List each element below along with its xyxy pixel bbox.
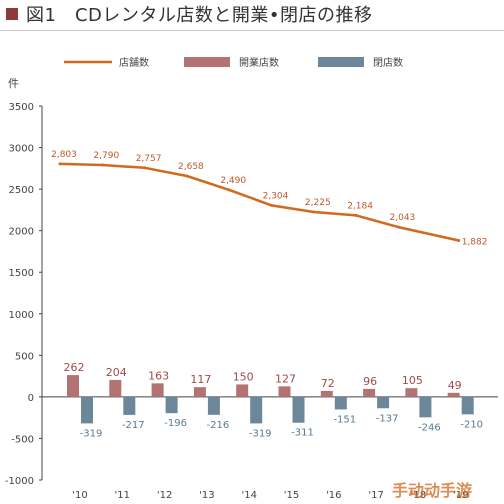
x-tick-label: '19 [453, 490, 468, 501]
opening-bar [278, 386, 291, 397]
opening-bar [236, 384, 249, 397]
opening-bar [363, 388, 376, 397]
opening-bar [320, 390, 333, 397]
data-labels: 2,803 2,790 2,757 2,658 2,490 2,304 2,225 2,184… [51, 150, 487, 439]
legend-openings-label: 開業店数 [239, 56, 279, 69]
closing-data-label: -246 [418, 422, 441, 433]
store-count-data-label: 2,304 [263, 191, 289, 201]
closing-data-label: -319 [249, 428, 272, 439]
store-count-data-label: 2,490 [220, 176, 246, 186]
legend-closings-swatch [318, 57, 364, 67]
opening-data-label: 262 [64, 361, 85, 374]
legend: 店舗数 開業店数 閉店数 [64, 56, 403, 69]
store-count-line-path [59, 162, 459, 242]
y-tick-label: -1000 [5, 476, 34, 487]
opening-data-label: 105 [402, 374, 423, 387]
store-count-data-label: 1,882 [462, 237, 488, 247]
opening-bar [151, 383, 164, 397]
y-tick-label: 3000 [9, 144, 34, 155]
bars [67, 375, 474, 424]
axes: -1000 -500 0 500 1000 1500 2000 2500 3000 3500 '10… [5, 102, 498, 501]
opening-data-label: 96 [363, 375, 377, 388]
opening-data-label: 72 [321, 377, 335, 390]
y-tick-label: 2000 [9, 227, 34, 238]
opening-bar [109, 379, 122, 397]
legend-closings-label: 閉店数 [373, 56, 403, 69]
opening-data-label: 163 [148, 369, 169, 382]
closing-bar [165, 396, 178, 414]
closing-bar [292, 396, 305, 423]
closing-bar [334, 396, 347, 410]
closing-bar [81, 396, 93, 424]
closing-data-label: -151 [333, 414, 356, 425]
store-count-data-label: 2,658 [178, 162, 204, 172]
opening-bar [405, 388, 418, 397]
opening-data-label: 127 [275, 372, 296, 385]
store-count-point [270, 203, 273, 207]
closing-bar [250, 396, 263, 424]
closing-data-label: -217 [122, 420, 145, 431]
store-count-data-label: 2,790 [93, 151, 119, 161]
closing-data-label: -137 [376, 413, 399, 424]
closing-data-label: -196 [164, 418, 187, 429]
store-count-data-label: 2,757 [136, 154, 162, 164]
opening-data-label: 49 [448, 379, 462, 392]
store-count-point [354, 213, 358, 217]
y-tick-label: 1500 [9, 268, 34, 279]
opening-bar [67, 375, 79, 397]
opening-data-label: 204 [106, 366, 127, 379]
x-tick-label: '17 [368, 490, 383, 501]
opening-bar [193, 387, 206, 397]
closing-data-label: -210 [460, 419, 483, 430]
store-count-point [185, 174, 189, 178]
y-tick-label: 0 [28, 393, 34, 404]
store-count-point [312, 210, 316, 214]
x-tick-label: '11 [115, 490, 130, 501]
closing-bar [461, 396, 474, 415]
store-count-data-label: 2,043 [390, 213, 416, 223]
y-tick-label: 1000 [9, 310, 34, 321]
watermark-text: 手动动手游 [392, 481, 472, 500]
store-count-point [58, 162, 62, 166]
legend-store-count-label: 店舗数 [119, 56, 149, 69]
opening-data-label: 150 [233, 370, 254, 383]
store-count-point [396, 225, 400, 229]
store-count-data-label: 2,225 [305, 198, 331, 208]
x-tick-label: '14 [241, 490, 256, 501]
x-tick-label: '16 [326, 490, 341, 501]
store-count-point [227, 188, 231, 192]
legend-openings-swatch [184, 57, 230, 67]
x-tick-label: '13 [199, 490, 214, 501]
opening-bar [447, 392, 460, 397]
store-count-point [100, 163, 104, 167]
y-tick-label: 3500 [9, 102, 34, 113]
x-tick-label: '10 [72, 490, 87, 501]
closing-data-label: -311 [291, 428, 314, 439]
y-tick-label: 2500 [9, 185, 34, 196]
figure-title-text: 図1 CDレンタル店数と開業•閉店の推移 [26, 5, 373, 26]
title-divider [0, 30, 504, 31]
closing-bar [123, 396, 136, 415]
y-axis-unit-label: 件 [8, 77, 19, 90]
figure-title: 図1 CDレンタル店数と開業•閉店の推移 [6, 2, 373, 26]
x-tick-label: '18 [411, 490, 426, 501]
store-count-data-label: 2,803 [51, 150, 77, 160]
closing-bar [419, 396, 432, 418]
title-marker-square [6, 8, 18, 20]
store-count-data-label: 2,184 [347, 201, 373, 211]
store-count-line [58, 162, 461, 242]
x-tick-label: '15 [284, 490, 299, 501]
opening-data-label: 117 [190, 373, 211, 386]
y-tick-label: 500 [15, 351, 34, 362]
store-count-point [457, 238, 461, 242]
closing-bar [207, 396, 220, 415]
closing-bar [377, 396, 390, 409]
closing-data-label: -216 [207, 420, 230, 431]
store-count-point [143, 166, 147, 170]
x-tick-label: '12 [157, 490, 172, 501]
closing-data-label: -319 [80, 428, 103, 439]
y-tick-label: -500 [11, 434, 34, 445]
